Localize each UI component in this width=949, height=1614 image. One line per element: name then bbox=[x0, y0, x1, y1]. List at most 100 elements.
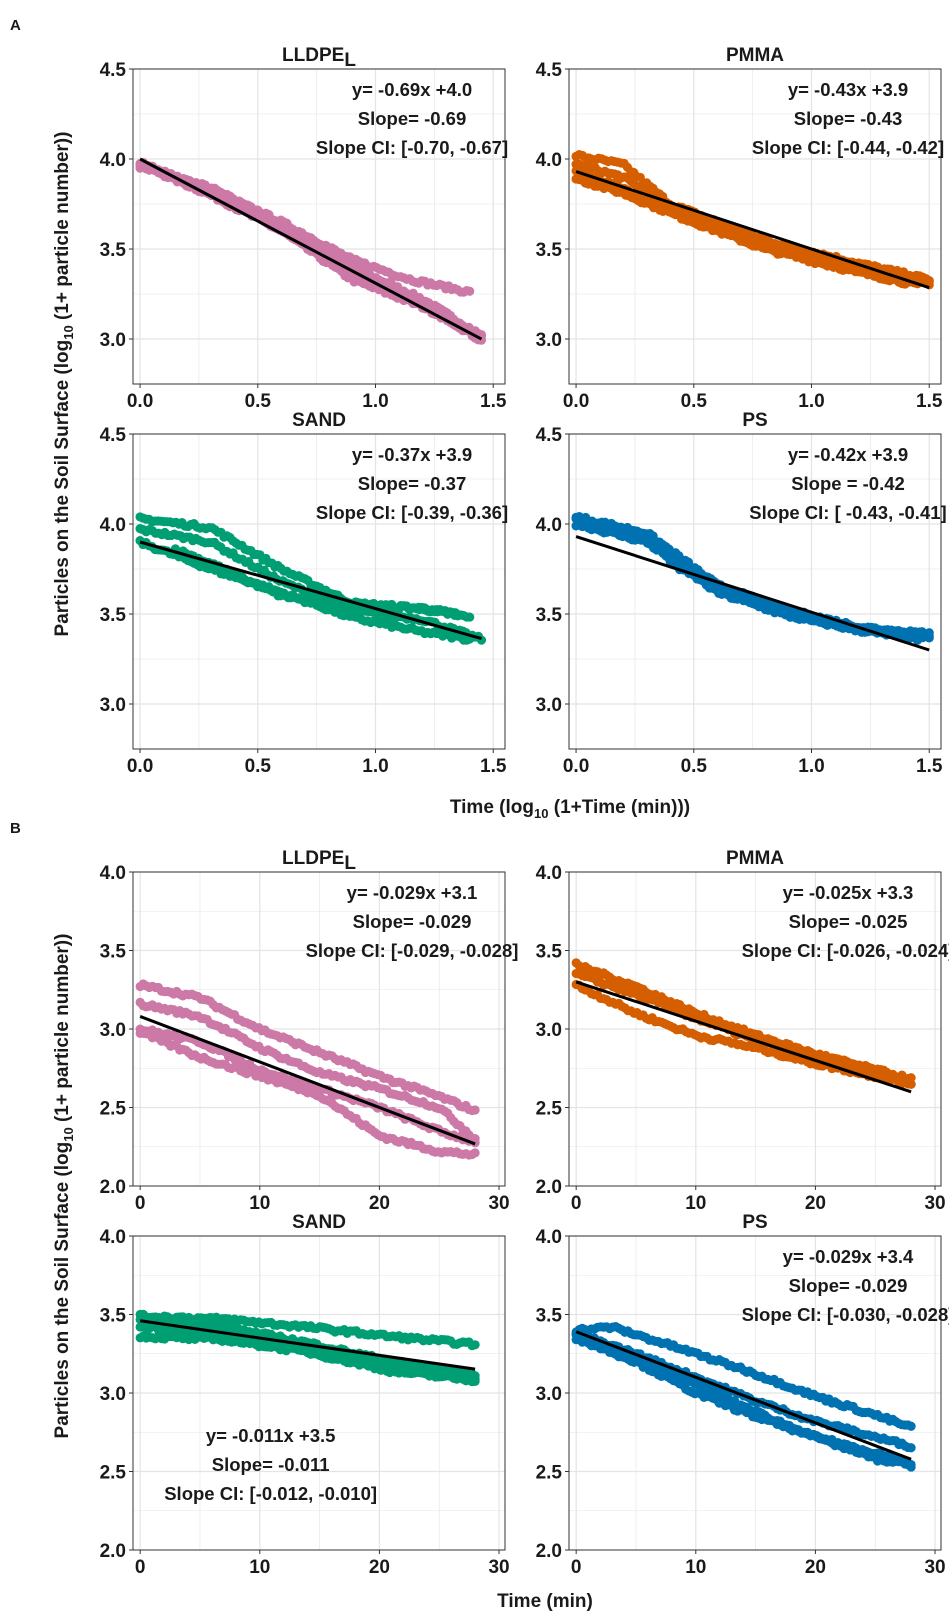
chart-b-sand-xtick-label: 10 bbox=[249, 1557, 270, 1578]
chart-b-sand-ytick-label: 4.0 bbox=[100, 1227, 126, 1248]
chart-a-ps-annotation-line: y= -0.42x +3.9 bbox=[788, 444, 908, 465]
chart-b-lldpe-ytick-label: 3.0 bbox=[100, 1020, 126, 1041]
chart-b-ps-ytick-label: 3.0 bbox=[536, 1384, 562, 1405]
chart-b-ps-point bbox=[906, 1462, 916, 1472]
x-axis-label-b: Time (min) bbox=[497, 1591, 593, 1612]
chart-a-lldpe-title-main: LLDPE bbox=[282, 45, 344, 66]
chart-b-sand-annotation-line: Slope= -0.011 bbox=[212, 1454, 330, 1475]
chart-a-sand-point bbox=[465, 612, 475, 622]
chart-a-pmma-ytick-label: 3.5 bbox=[536, 240, 563, 261]
chart-a-sand-title: SAND bbox=[292, 410, 346, 431]
chart-a-pmma-points bbox=[571, 150, 934, 290]
chart-a-sand-fit-line bbox=[139, 540, 482, 641]
chart-a-pmma-xtick-label: 1.5 bbox=[916, 391, 943, 412]
chart-a-pmma-annotation-line: y= -0.43x +3.9 bbox=[788, 79, 908, 100]
chart-a-ps-plot-area bbox=[569, 434, 941, 749]
chart-a-pmma-ytick-label: 4.0 bbox=[536, 150, 562, 171]
chart-a-ps-frame bbox=[568, 433, 942, 750]
chart-b-lldpe-title-sub: L bbox=[344, 853, 356, 874]
chart-a-sand-frame bbox=[132, 433, 506, 750]
chart-a-pmma-ytick-label: 3.0 bbox=[536, 330, 562, 351]
chart-b-lldpe-ytick-label: 4.0 bbox=[100, 863, 126, 884]
chart-a-pmma-xtick-label: 0.5 bbox=[681, 391, 708, 412]
chart-b-pmma-annotation-line: Slope CI: [-0.026, -0.024] bbox=[742, 940, 949, 961]
chart-b-sand-ytick-label: 2.0 bbox=[100, 1541, 126, 1562]
chart-b-ps-annotation-line: Slope CI: [-0.030, -0.028] bbox=[742, 1304, 949, 1325]
chart-b-ps-ytick-label: 2.0 bbox=[536, 1541, 562, 1562]
chart-b-lldpe-point bbox=[470, 1105, 480, 1115]
chart-b-lldpe-points bbox=[135, 979, 480, 1160]
chart-a-ps-point bbox=[924, 628, 934, 638]
chart-a-sand-xtick-label: 0.0 bbox=[127, 756, 153, 777]
chart-b-pmma-xtick-label: 0 bbox=[571, 1193, 582, 1214]
chart-a-lldpe-title: LLDPEL bbox=[282, 45, 356, 71]
chart-b-sand-xtick-label: 0 bbox=[135, 1557, 146, 1578]
chart-b-ps-xtick-label: 20 bbox=[805, 1557, 826, 1578]
chart-b-pmma-ytick-label: 2.5 bbox=[536, 1099, 563, 1120]
chart-a-lldpe-ytick-label: 3.0 bbox=[100, 330, 126, 351]
panel-a-label: A bbox=[10, 17, 21, 34]
chart-b-lldpe-point bbox=[470, 1148, 480, 1158]
chart-a-ps-xtick-label: 0.0 bbox=[563, 756, 589, 777]
chart-a-pmma-annotation-line: Slope= -0.43 bbox=[794, 108, 902, 129]
chart-a-pmma-plot-area bbox=[569, 69, 941, 384]
chart-a-lldpe-ytick-label: 3.5 bbox=[100, 240, 127, 261]
chart-b-ps-annotation-line: Slope= -0.029 bbox=[789, 1275, 908, 1296]
chart-b-lldpe-annotation-line: y= -0.029x +3.1 bbox=[347, 882, 478, 903]
chart-a-lldpe-fit-line bbox=[139, 157, 483, 341]
chart-b-lldpe-ytick-label: 2.5 bbox=[100, 1099, 127, 1120]
chart-a-pmma-ytick-label: 4.5 bbox=[536, 60, 563, 81]
chart-b-pmma-ytick-label: 4.0 bbox=[536, 863, 562, 884]
chart-a-ps-ytick-label: 3.0 bbox=[536, 695, 562, 716]
chart-a-lldpe-annotation-line: Slope= -0.69 bbox=[358, 108, 466, 129]
chart-a-pmma-title: PMMA bbox=[726, 45, 784, 66]
chart-a-sand-ytick-label: 4.0 bbox=[100, 515, 126, 536]
chart-b-pmma-xtick-label: 10 bbox=[685, 1193, 706, 1214]
chart-b-pmma-annotation-line: y= -0.025x +3.3 bbox=[783, 882, 914, 903]
y-axis-label-a: Particles on the Soil Surface (log10 (1+… bbox=[52, 132, 76, 637]
chart-a-ps-annotation-line: Slope CI: [ -0.43, -0.41] bbox=[749, 502, 946, 523]
chart-b-sand-points bbox=[135, 1309, 480, 1387]
chart-b-sand-title-main: SAND bbox=[292, 1212, 346, 1233]
chart-a-lldpe-xtick-label: 0.0 bbox=[127, 391, 153, 412]
chart-b-lldpe-xtick-label: 10 bbox=[249, 1193, 270, 1214]
chart-a-ps-xtick-label: 1.0 bbox=[798, 756, 824, 777]
chart-b-lldpe-ytick-label: 2.0 bbox=[100, 1177, 126, 1198]
chart-a-sand-ytick-label: 3.5 bbox=[100, 605, 127, 626]
chart-a-lldpe-xtick-label: 0.5 bbox=[245, 391, 272, 412]
chart-b-ps-title: PS bbox=[742, 1212, 767, 1233]
chart-b-ps-annotation-line: y= -0.029x +3.4 bbox=[783, 1246, 914, 1267]
chart-a-ps-xtick-label: 1.5 bbox=[916, 756, 943, 777]
chart-b-lldpe-title-main: LLDPE bbox=[282, 848, 344, 869]
chart-a-lldpe-frame bbox=[132, 68, 506, 385]
chart-a-sand-annotation-line: Slope CI: [-0.39, -0.36] bbox=[316, 502, 508, 523]
chart-b-lldpe-xtick-label: 30 bbox=[488, 1193, 509, 1214]
chart-b-ps-xtick-label: 0 bbox=[571, 1557, 582, 1578]
chart-b-sand-point bbox=[470, 1340, 480, 1350]
chart-b-ps-xtick-label: 30 bbox=[924, 1557, 945, 1578]
chart-a-ps-ytick-label: 4.0 bbox=[536, 515, 562, 536]
chart-a-lldpe-ytick-label: 4.0 bbox=[100, 150, 126, 171]
chart-a-lldpe-annotation-line: Slope CI: [-0.70, -0.67] bbox=[316, 137, 508, 158]
chart-a-lldpe-ytick-label: 4.5 bbox=[100, 60, 127, 81]
chart-b-sand-title: SAND bbox=[292, 1212, 346, 1233]
chart-a-lldpe-point bbox=[465, 286, 475, 296]
chart-b-sand-annotation-line: y= -0.011x +3.5 bbox=[206, 1425, 336, 1446]
y-axis-label-b: Particles on the Soil Surface (log10 (1+… bbox=[52, 934, 76, 1439]
chart-b-lldpe-title: LLDPEL bbox=[282, 848, 356, 874]
chart-b-sand-ytick-label: 3.5 bbox=[100, 1306, 127, 1327]
chart-a-pmma-fit-line bbox=[575, 170, 930, 290]
chart-a-sand-xtick-label: 1.5 bbox=[480, 756, 507, 777]
x-axis-label-a: Time (log10 (1+Time (min))) bbox=[450, 797, 690, 821]
chart-b-ps-title-main: PS bbox=[742, 1212, 767, 1233]
chart-a-sand-ytick-label: 3.0 bbox=[100, 695, 126, 716]
chart-b-ps-xtick-label: 10 bbox=[685, 1557, 706, 1578]
chart-a-ps-fit-line bbox=[575, 535, 930, 652]
chart-b-lldpe-fit-line bbox=[139, 1015, 476, 1146]
chart-a-ps-title-main: PS bbox=[742, 410, 767, 431]
chart-b-sand-point bbox=[470, 1376, 480, 1386]
